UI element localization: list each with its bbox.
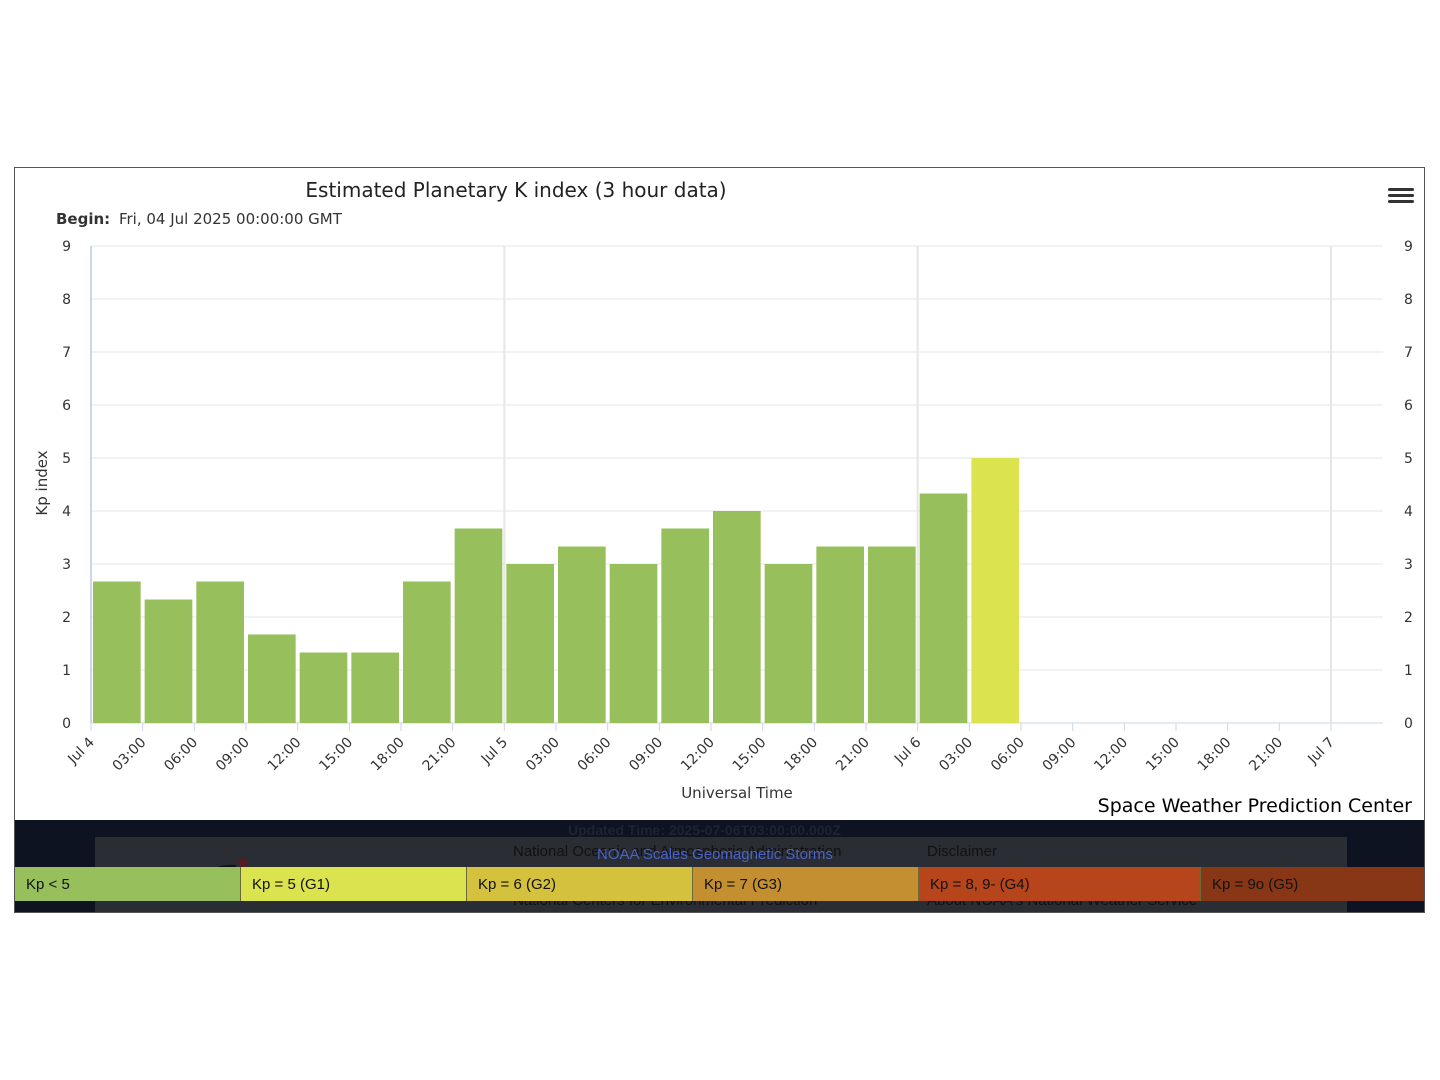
- x-tick-label: 18:00: [781, 735, 821, 775]
- noaa-scales-link[interactable]: NOAA Scales Geomagnetic Storms: [597, 846, 833, 863]
- kp-bar: [403, 581, 451, 723]
- x-tick-label: 21:00: [833, 735, 873, 775]
- y-tick-label: 2: [62, 610, 71, 626]
- x-tick-label: 18:00: [368, 735, 408, 775]
- legend-item: Kp = 9o (G5): [1201, 867, 1424, 901]
- x-axis-title: Universal Time: [681, 784, 793, 802]
- y-tick-label-right: 8: [1404, 292, 1413, 308]
- legend-item: Kp = 7 (G3): [693, 867, 919, 901]
- kp-bar: [248, 634, 296, 723]
- x-tick-label: 09:00: [213, 735, 253, 775]
- legend-item: Kp = 5 (G1): [241, 867, 467, 901]
- x-tick-label: 09:00: [626, 735, 666, 775]
- kp-bar: [661, 528, 709, 723]
- y-tick-label: 4: [62, 504, 71, 520]
- legend-label: Kp = 6 (G2): [478, 875, 556, 893]
- x-tick-label: 15:00: [1143, 735, 1183, 775]
- x-tick-label: 03:00: [523, 735, 563, 775]
- x-tick-label: Jul 4: [64, 734, 97, 767]
- x-tick-label: 21:00: [1246, 735, 1286, 775]
- begin-value: Fri, 04 Jul 2025 00:00:00 GMT: [119, 210, 343, 228]
- x-tick-label: 15:00: [316, 735, 356, 775]
- footer-link-noaa[interactable]: National Oceanic and Atmospheric Adminis…: [513, 843, 842, 860]
- legend-item: Kp < 5: [15, 867, 241, 901]
- chart-title: Estimated Planetary K index (3 hour data…: [305, 178, 726, 202]
- kp-bar: [764, 564, 813, 723]
- kp-bar: [144, 599, 193, 723]
- x-tick-label: Jul 7: [1304, 735, 1337, 768]
- y-tick-label: 0: [62, 716, 71, 732]
- y-tick-label-right: 9: [1404, 239, 1413, 255]
- y-tick-label: 1: [62, 663, 71, 679]
- y-tick-label-right: 1: [1404, 663, 1413, 679]
- x-tick-label: 03:00: [936, 735, 976, 775]
- y-tick-label-right: 3: [1404, 557, 1413, 573]
- y-tick-label-right: 4: [1404, 504, 1413, 520]
- legend-label: Kp = 7 (G3): [704, 875, 782, 893]
- kp-bar: [816, 546, 864, 723]
- y-tick-label: 5: [62, 451, 71, 467]
- y-tick-label: 9: [62, 239, 71, 255]
- x-tick-label: 09:00: [1040, 735, 1080, 775]
- y-axis-title: Kp index: [33, 450, 51, 515]
- legend-label: Kp < 5: [26, 875, 70, 893]
- y-tick-label-right: 7: [1404, 345, 1413, 361]
- legend-item: Kp = 8, 9- (G4): [919, 867, 1201, 901]
- legend-item: Kp = 6 (G2): [467, 867, 693, 901]
- y-tick-label: 3: [62, 557, 71, 573]
- kp-chart: Estimated Planetary K index (3 hour data…: [33, 178, 1413, 802]
- kp-bar: [558, 546, 606, 723]
- x-tick-label: 21:00: [420, 735, 460, 775]
- y-tick-label: 7: [62, 345, 71, 361]
- kp-bar: [919, 493, 968, 723]
- kp-bar: [506, 564, 554, 723]
- kp-legend: Kp < 5 Kp = 5 (G1) Kp = 6 (G2) Kp = 7 (G…: [15, 867, 1424, 901]
- y-tick-label-right: 6: [1404, 398, 1413, 414]
- x-tick-label: 18:00: [1195, 735, 1235, 775]
- kp-bar: [609, 564, 658, 723]
- x-tick-label: 12:00: [265, 735, 305, 775]
- y-tick-label: 6: [62, 398, 71, 414]
- chart-subtitle: Begin: Fri, 04 Jul 2025 00:00:00 GMT: [56, 210, 343, 228]
- kp-bar: [713, 511, 761, 723]
- y-tick-label-right: 0: [1404, 716, 1413, 732]
- kp-bar: [196, 581, 244, 723]
- kp-bar: [93, 581, 141, 723]
- footer-link-disclaimer[interactable]: Disclaimer: [927, 843, 998, 860]
- legend-label: Kp = 5 (G1): [252, 875, 330, 893]
- y-tick-label-right: 5: [1404, 451, 1413, 467]
- kp-bar: [971, 458, 1019, 723]
- x-tick-label: 06:00: [988, 735, 1028, 775]
- legend-label: Kp = 8, 9- (G4): [930, 875, 1030, 893]
- x-tick-label: 12:00: [1091, 735, 1131, 775]
- x-tick-label: 12:00: [678, 735, 718, 775]
- begin-label: Begin:: [56, 210, 110, 228]
- kp-bar: [868, 546, 916, 723]
- chart-container: Estimated Planetary K index (3 hour data…: [14, 167, 1425, 913]
- legend-label: Kp = 9o (G5): [1212, 875, 1299, 893]
- updated-time: Updated Time: 2025-07-06T03:00:00.000Z: [568, 822, 841, 838]
- kp-bar: [299, 652, 348, 723]
- chart-credit: Space Weather Prediction Center: [1097, 795, 1412, 817]
- x-tick-label: Jul 5: [478, 735, 511, 768]
- x-tick-label: 06:00: [161, 735, 201, 775]
- chart-menu-icon[interactable]: [1388, 185, 1414, 207]
- kp-bar: [454, 528, 503, 723]
- x-tick-label: Jul 6: [891, 734, 924, 767]
- x-tick-label: 15:00: [730, 735, 770, 775]
- x-tick-label: 03:00: [110, 735, 150, 775]
- y-tick-label-right: 2: [1404, 610, 1413, 626]
- y-tick-label: 8: [62, 292, 71, 308]
- kp-bar: [351, 652, 399, 723]
- x-tick-label: 06:00: [575, 735, 615, 775]
